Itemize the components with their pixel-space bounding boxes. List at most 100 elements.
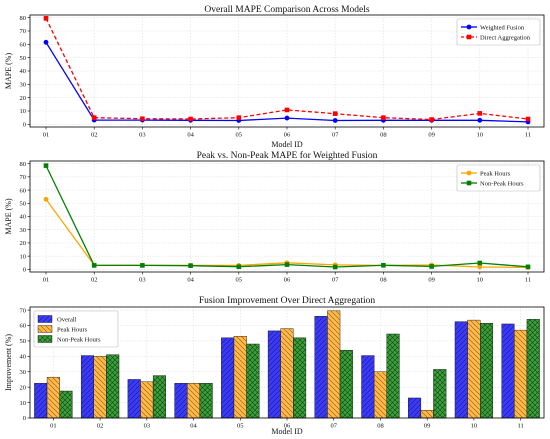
x-tick-label: 11 [518,423,524,430]
data-point [43,39,49,45]
bar-hatch [174,383,188,418]
x-tick-label: 11 [525,132,531,139]
legend-label: Weighted Fusion [480,24,525,31]
y-tick-label: 70 [20,307,27,314]
legend-label: Peak Hours [480,170,511,177]
data-point [43,16,49,21]
legend-label: Peak Hours [57,326,88,333]
x-tick-label: 10 [477,132,484,139]
x-tick-label: 07 [332,132,339,139]
bar-hatch [293,337,306,418]
y-tick-label: 40 [20,214,27,221]
data-point [188,116,193,122]
bar-hatch [268,330,281,418]
x-tick-label: 04 [190,423,197,430]
x-tick-label: 06 [284,277,291,284]
y-tick-label: 40 [20,354,27,361]
bar-hatch [221,337,234,418]
x-axis-label: Model ID [271,427,303,436]
chart-panel-2: 0 10 20 30 40 50 60 70 80 01 02 03 04 05 06 07 08 09 10 11 P… [4,150,545,284]
series-line [45,18,529,121]
y-tick-label: 30 [20,227,27,234]
x-tick-label: 03 [139,132,146,139]
x-tick-label: 06 [284,423,291,430]
bar-hatch [34,383,48,418]
bar-hatch [433,369,447,418]
x-tick-label: 08 [377,423,384,430]
data-point [525,116,531,122]
y-tick-label: 30 [20,82,27,89]
y-tick-label: 20 [20,384,27,391]
data-point [236,264,242,270]
legend-label: Direct Aggregation [480,34,531,41]
y-tick-label: 60 [20,42,27,49]
axes-frame [29,14,545,128]
bar-hatch [526,319,540,418]
data-point [91,115,97,120]
line-series-2 [43,16,531,122]
data-point [477,111,483,116]
x-tick-label: 08 [380,277,387,284]
legend-box [456,18,541,46]
y-tick-label: 60 [20,187,27,194]
x-tick-label: 01 [43,132,50,139]
y-tick-label: 10 [20,400,27,407]
chart-panel-3: 0 10 20 30 40 50 60 70 01 02 03 04 05 06 07 08 09 10 11 Fus… [4,296,545,436]
y-tick-label: 10 [20,108,27,115]
data-point [140,116,145,122]
y-tick-label: 70 [20,28,27,35]
bar-hatch [361,355,375,418]
bar-hatch [467,320,481,418]
legend-swatch-hatch [38,335,52,343]
axes-frame [29,160,545,273]
bar-hatch [59,391,73,418]
y-tick-label: 50 [20,200,27,207]
bar-hatch [246,344,260,418]
y-tick-label: 50 [20,338,27,345]
x-tick-label: 05 [236,277,243,284]
bar-hatch [501,323,515,418]
bar-hatch [408,397,421,418]
bar-hatch [47,377,60,418]
y-tick-label: 0 [23,122,26,129]
y-tick-label: 10 [20,253,27,260]
x-tick-label: 04 [187,132,194,139]
bar-hatch [140,381,154,418]
x-tick-label: 07 [332,277,339,284]
x-tick-label: 03 [139,277,146,284]
legend-swatch-hatch [38,325,52,333]
data-point [525,264,531,270]
bar-hatch [280,328,294,418]
x-tick-label: 05 [237,423,244,430]
bar-hatch [153,375,166,418]
legend-label: Overall [57,316,77,323]
bar-hatch [327,310,341,418]
x-tick-label: 02 [91,277,98,284]
data-point [429,264,434,269]
data-point [284,115,290,121]
y-axis-label: MAPE (%) [4,53,13,90]
legend-box [456,164,541,192]
bar-hatch [454,321,468,418]
x-tick-label: 02 [91,132,98,139]
data-point [43,163,49,168]
data-point [381,115,386,120]
legend-marker [466,24,472,30]
x-tick-label: 10 [477,277,484,284]
x-tick-label: 10 [471,423,478,430]
legend: Peak Hours Non-Peak Hours [456,164,541,192]
bar-series-2 [46,310,528,419]
bar-hatch [314,316,328,418]
data-point [284,107,290,113]
legend-box [33,310,119,348]
data-point [429,117,434,122]
legend: Weighted Fusion Direct Aggregation [456,18,541,46]
data-point [140,263,145,268]
y-tick-label: 0 [23,415,26,422]
bar-hatch [374,371,387,418]
x-tick-label: 09 [428,132,435,139]
y-axis-label: Improvement (%) [4,334,13,391]
data-point [188,263,193,268]
x-tick-label: 09 [428,277,435,284]
bar-hatch [199,383,213,418]
